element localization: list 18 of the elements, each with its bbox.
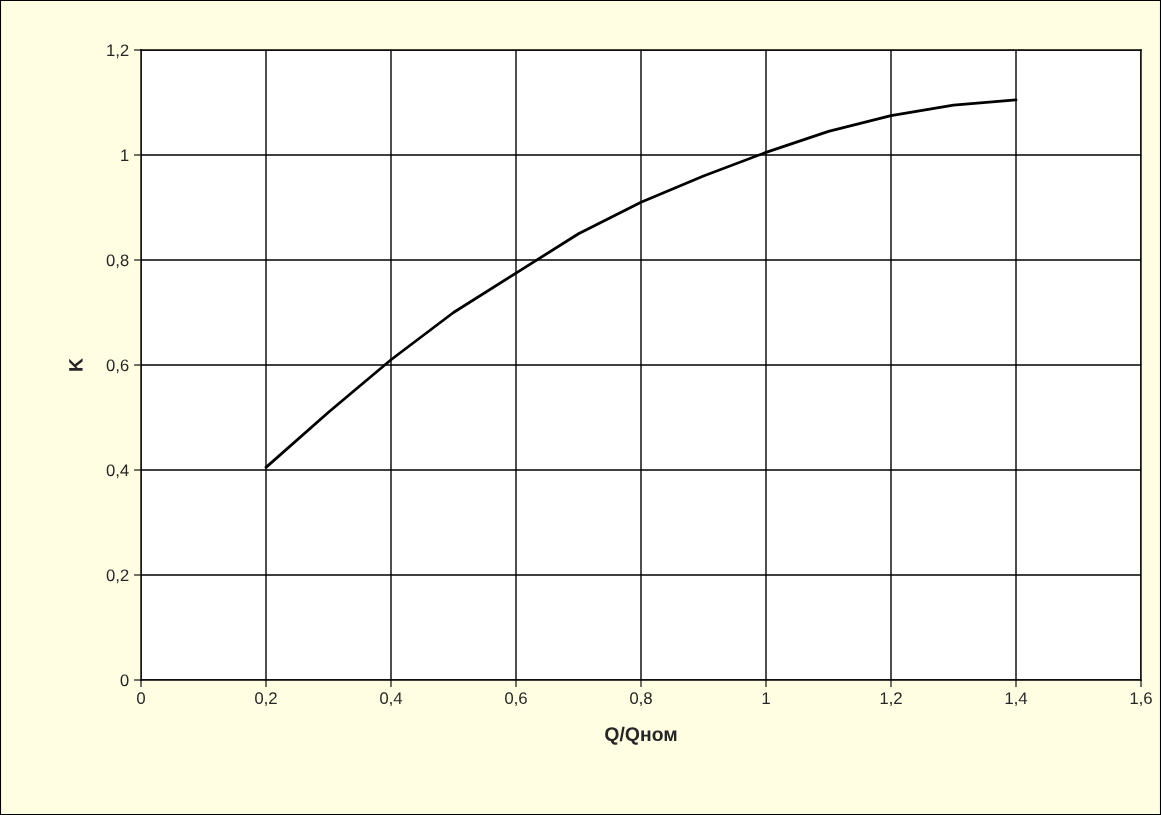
x-tick-label: 0,8 xyxy=(630,692,652,707)
x-tick-label: 1,6 xyxy=(1130,692,1152,707)
y-tick-label: 0,8 xyxy=(106,254,129,269)
x-tick-label: 0 xyxy=(137,692,145,705)
x-tick-label: 1,4 xyxy=(1005,692,1028,707)
x-tick-label: 1,2 xyxy=(880,692,902,707)
y-tick-label: 1,2 xyxy=(107,44,129,59)
y-tick-label: 1 xyxy=(121,149,129,162)
x-axis-title: Q/Qном xyxy=(605,726,677,745)
x-tick-label: 0,4 xyxy=(380,692,403,707)
y-tick-label: 0,2 xyxy=(106,569,129,584)
x-tick-label: 0,6 xyxy=(505,692,527,707)
y-tick-label: 0,6 xyxy=(106,359,129,374)
y-tick-label: 0 xyxy=(120,674,129,687)
y-axis-title: K xyxy=(69,358,83,371)
x-tick-label: 0,2 xyxy=(255,692,277,707)
y-tick-label: 0,4 xyxy=(106,464,129,479)
x-tick-label: 1 xyxy=(762,692,770,704)
